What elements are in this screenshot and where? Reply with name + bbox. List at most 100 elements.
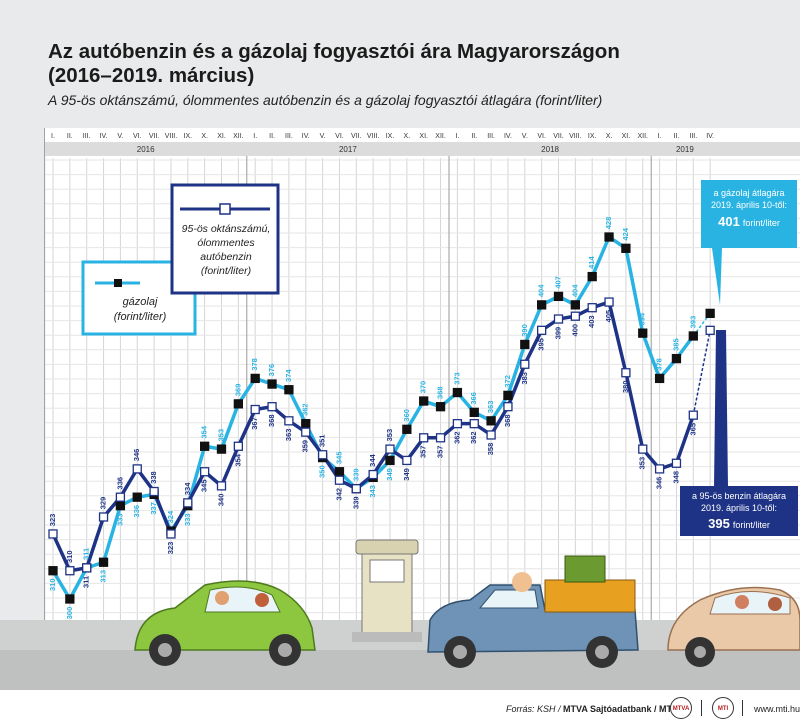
- mti-logo: MTI: [712, 697, 734, 719]
- diesel-data-label: 376: [267, 364, 276, 377]
- petrol-point: [284, 416, 294, 426]
- petrol-data-label: 334: [183, 482, 192, 495]
- petrol-point: [267, 402, 277, 412]
- petrol-point: [351, 484, 361, 494]
- diesel-data-label: 350: [318, 465, 327, 478]
- month-header: I. II. III. IV. V. VI. VII. VIII. IX. X. XI. XII. I.…: [45, 128, 800, 156]
- petrol-data-label: 362: [452, 431, 461, 444]
- petrol-data-label: 354: [233, 453, 242, 466]
- diesel-point: [570, 300, 580, 310]
- petrol-data-label: 395: [537, 338, 546, 351]
- diesel-data-label: 349: [385, 468, 394, 481]
- petrol-point: [435, 433, 446, 443]
- month-tick-label: X.: [201, 133, 208, 140]
- green-car-illustration: [134, 580, 316, 666]
- month-tick-label: II.: [471, 133, 477, 140]
- petrol-point: [419, 433, 429, 443]
- petrol-point: [570, 311, 580, 321]
- month-tick-label: IX.: [184, 133, 193, 140]
- month-tick-label: XI.: [622, 133, 631, 140]
- diesel-data-label: 363: [486, 401, 495, 414]
- diesel-data-label: 313: [99, 570, 108, 583]
- petrol-data-label: 400: [570, 324, 579, 337]
- petrol-data-label: 339: [351, 496, 360, 509]
- website-link[interactable]: www.mti.hu: [754, 704, 800, 714]
- petrol-point: [385, 444, 395, 454]
- diesel-point: [199, 441, 210, 451]
- callout-diesel-line1: a gázolaj átlagára: [713, 188, 784, 198]
- month-tick-label: VII.: [553, 133, 564, 140]
- road-illustration: [0, 539, 800, 690]
- petrol-point: [368, 469, 378, 480]
- diesel-point: [621, 243, 631, 253]
- month-tick-label: X.: [404, 133, 411, 140]
- legend-diesel-label-2: (forint/liter): [114, 311, 167, 323]
- diesel-data-label: 354: [200, 425, 209, 438]
- petrol-point: [587, 303, 597, 313]
- month-tick-label: IX.: [386, 133, 395, 140]
- petrol-data-label: 342: [334, 488, 343, 501]
- diesel-point: [452, 387, 463, 398]
- legend-petrol-label-1: 95-ös oktánszámú,: [182, 223, 271, 235]
- petrol-data-label: 310: [65, 550, 74, 563]
- petrol-data-label: 351: [318, 435, 327, 448]
- petrol-data-label: 399: [553, 327, 562, 340]
- petrol-forecast-line: [692, 330, 711, 416]
- petrol-point: [621, 368, 631, 378]
- month-tick-label: IV.: [706, 133, 714, 140]
- month-tick-label: III.: [285, 133, 293, 140]
- legend-petrol-label-2: ólommentes: [197, 237, 255, 249]
- diesel-data-label: 390: [520, 324, 529, 337]
- diesel-point: [301, 419, 311, 429]
- petrol-point: [82, 563, 92, 573]
- petrol-data-label: 338: [149, 471, 158, 484]
- legend-petrol-label-3: autóbenzin: [200, 251, 252, 263]
- blue-pickup-illustration: [427, 555, 639, 668]
- diesel-point: [604, 232, 614, 242]
- petrol-point: [183, 498, 193, 508]
- month-tick-label: I.: [455, 133, 459, 140]
- diesel-data-label: 424: [621, 227, 630, 240]
- chart-subtitle: A 95-ös oktánszámú, ólommentes autóbenzi…: [48, 92, 603, 108]
- grid: [44, 128, 800, 620]
- diesel-data-label: 339: [351, 468, 360, 481]
- month-tick-label: X.: [606, 133, 613, 140]
- diesel-data-label: 333: [183, 513, 192, 526]
- diesel-point: [402, 424, 412, 434]
- month-tick-label: VIII.: [367, 133, 380, 140]
- petrol-point: [503, 402, 513, 412]
- diesel-point: [216, 444, 227, 454]
- diesel-data-label: 353: [216, 429, 225, 442]
- series-lines: [48, 232, 715, 604]
- petrol-data-label: 362: [469, 431, 478, 444]
- petrol-data-label: 329: [99, 497, 108, 510]
- callout-petrol-line1: a 95-ös benzin átlagára: [692, 491, 786, 501]
- diesel-point: [48, 566, 58, 576]
- diesel-point: [553, 291, 564, 302]
- diesel-data-label: 311: [82, 548, 91, 560]
- diesel-data-label: 378: [655, 358, 664, 371]
- petrol-point: [705, 325, 715, 335]
- month-tick-label: VI.: [335, 133, 344, 140]
- petrol-point: [199, 467, 210, 477]
- footer-separator: [701, 700, 702, 716]
- callout-diesel-number: 401: [718, 214, 740, 229]
- callout-diesel-value: 401 forint/liter: [718, 214, 780, 229]
- petrol-point: [402, 455, 412, 466]
- diesel-data-label: 414: [587, 256, 596, 269]
- diesel-data-label: 324: [166, 510, 175, 523]
- petrol-point: [115, 492, 126, 502]
- data-labels: 310 300 311 313 333 336 337 324 333 354 353 369 378 3…: [48, 217, 697, 620]
- petrol-data-label: 344: [368, 453, 377, 466]
- mtva-logo: MTVA: [670, 697, 692, 719]
- diesel-point: [419, 396, 429, 406]
- diesel-point: [469, 407, 479, 417]
- diesel-data-label: 372: [503, 375, 512, 388]
- source-credit: Forrás: KSH / MTVA Sajtóadatbank / MTI: [506, 704, 675, 714]
- month-tick-label: IV.: [302, 133, 310, 140]
- diesel-data-label: 404: [570, 284, 579, 297]
- petrol-data-label: 383: [520, 372, 529, 385]
- callout-diesel-line2: 2019. április 10-től:: [711, 200, 787, 210]
- diesel-data-label: 370: [419, 381, 428, 394]
